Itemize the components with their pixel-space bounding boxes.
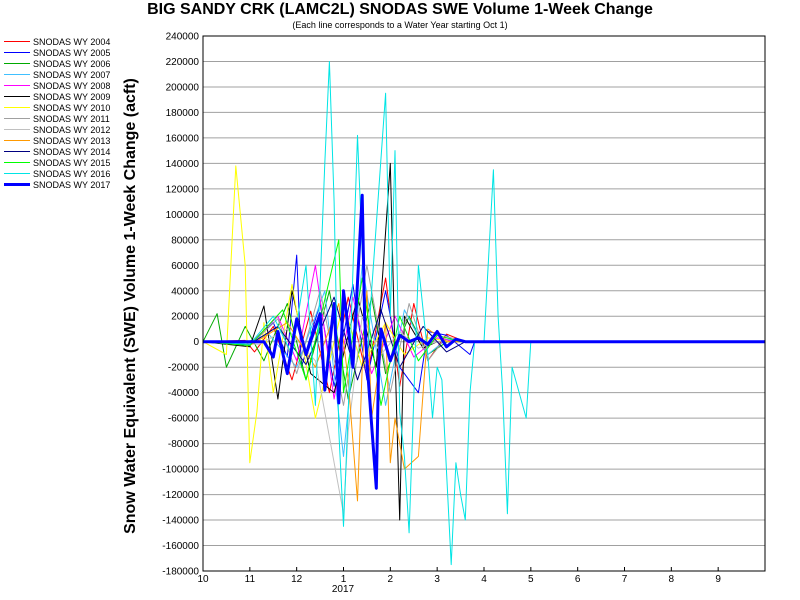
x-tick-label: 5: [528, 574, 534, 585]
legend-swatch: [4, 129, 30, 130]
y-tick-label: -40000: [168, 388, 200, 399]
legend-label: SNODAS WY 2006: [33, 58, 111, 69]
y-tick-label: 120000: [166, 184, 200, 195]
y-tick-label: -100000: [162, 465, 199, 476]
legend-swatch: [4, 74, 30, 75]
series-line-snodas-wy-2014: [202, 296, 765, 381]
series-line-snodas-wy-2010: [202, 165, 765, 464]
y-tick-label: 140000: [166, 159, 200, 170]
y-tick-label: 80000: [171, 235, 199, 246]
legend-swatch: [4, 52, 30, 53]
legend-label: SNODAS WY 2013: [33, 135, 111, 146]
chart-legend: SNODAS WY 2004 SNODAS WY 2005 SNODAS WY 20…: [4, 36, 110, 190]
legend-entry: SNODAS WY 2013: [4, 135, 110, 146]
series-line-snodas-wy-2017: [203, 193, 765, 490]
y-tick-label: -120000: [162, 490, 199, 501]
y-tick-label: 60000: [171, 261, 199, 272]
legend-swatch: [4, 162, 30, 163]
legend-entry: SNODAS WY 2006: [4, 58, 110, 69]
y-tick-label: 100000: [166, 210, 200, 221]
x-axis-ticks: 10 11 12 1 2 3 4 5 6 7 8 9: [197, 567, 721, 585]
legend-swatch: [4, 183, 30, 186]
x-tick-label: 6: [575, 574, 581, 585]
y-tick-label: 20000: [171, 312, 199, 323]
series-line-snodas-wy-2011: [202, 264, 765, 406]
legend-label: SNODAS WY 2012: [33, 124, 111, 135]
legend-swatch: [4, 41, 30, 42]
x-tick-label: 10: [197, 574, 209, 585]
x-tick-label: 2: [388, 574, 394, 585]
legend-label: SNODAS WY 2009: [33, 91, 111, 102]
series-line-snodas-wy-2008: [202, 264, 765, 400]
legend-swatch: [4, 173, 30, 174]
legend-swatch: [4, 107, 30, 108]
series-line-snodas-wy-2006: [202, 290, 765, 400]
legend-label: SNODAS WY 2015: [33, 157, 111, 168]
x-tick-label: 4: [481, 574, 487, 585]
legend-entry: SNODAS WY 2010: [4, 102, 110, 113]
y-tick-label: 220000: [166, 57, 200, 68]
y-tick-label: -80000: [168, 439, 200, 450]
legend-swatch: [4, 151, 30, 152]
y-tick-label: 160000: [166, 133, 200, 144]
chart-title: BIG SANDY CRK (LAMC2L) SNODAS SWE Volume…: [147, 1, 653, 18]
legend-label: SNODAS WY 2005: [33, 47, 111, 58]
legend-entry: SNODAS WY 2016: [4, 168, 110, 179]
legend-entry: SNODAS WY 2009: [4, 91, 110, 102]
y-tick-label: -140000: [162, 516, 199, 527]
legend-entry: SNODAS WY 2007: [4, 69, 110, 80]
grid-lines: [203, 35, 765, 572]
legend-swatch: [4, 140, 30, 141]
legend-label: SNODAS WY 2004: [33, 36, 111, 47]
y-tick-label: 200000: [166, 82, 200, 93]
legend-swatch: [4, 96, 30, 97]
series-layer: [202, 61, 765, 566]
legend-label: SNODAS WY 2007: [33, 69, 111, 80]
legend-entry: SNODAS WY 2005: [4, 47, 110, 58]
legend-entry: SNODAS WY 2008: [4, 80, 110, 91]
y-tick-label: 0: [193, 337, 199, 348]
y-tick-label: 240000: [166, 32, 200, 43]
x-tick-label: 9: [715, 574, 721, 585]
x-tick-label: 7: [622, 574, 628, 585]
legend-label: SNODAS WY 2014: [33, 146, 111, 157]
y-axis-ticks: -180000 -160000 -140000 -120000 -100000 -8000…: [162, 32, 199, 578]
y-tick-label: 40000: [171, 286, 199, 297]
legend-label: SNODAS WY 2010: [33, 102, 111, 113]
legend-swatch: [4, 85, 30, 86]
x-tick-label: 12: [291, 574, 303, 585]
x-tick-label: 11: [245, 574, 256, 585]
y-tick-label: -160000: [162, 541, 199, 552]
x-tick-label: 3: [434, 574, 440, 585]
y-tick-label: -60000: [168, 414, 200, 425]
legend-swatch: [4, 63, 30, 64]
legend-label: SNODAS WY 2016: [33, 168, 111, 179]
series-line-snodas-wy-2007: [202, 264, 765, 457]
y-tick-label: -180000: [162, 567, 199, 578]
x-year-label: 2017: [332, 584, 355, 595]
y-tick-label: -20000: [168, 363, 200, 374]
legend-entry: SNODAS WY 2014: [4, 146, 110, 157]
series-line-snodas-wy-2015: [202, 239, 765, 406]
series-line-snodas-wy-2016: [202, 61, 765, 566]
legend-entry: SNODAS WY 2004: [4, 36, 110, 47]
y-tick-label: 180000: [166, 108, 200, 119]
legend-entry: SNODAS WY 2017: [4, 179, 110, 190]
legend-entry: SNODAS WY 2015: [4, 157, 110, 168]
legend-entry: SNODAS WY 2012: [4, 124, 110, 135]
legend-label: SNODAS WY 2017: [33, 179, 111, 190]
legend-swatch: [4, 118, 30, 119]
chart-subtitle: (Each line corresponds to a Water Year s…: [292, 20, 508, 30]
legend-label: SNODAS WY 2008: [33, 80, 111, 91]
x-tick-label: 1: [341, 574, 347, 585]
legend-label: SNODAS WY 2011: [33, 113, 110, 124]
legend-entry: SNODAS WY 2011: [4, 113, 110, 124]
x-tick-label: 8: [669, 574, 675, 585]
